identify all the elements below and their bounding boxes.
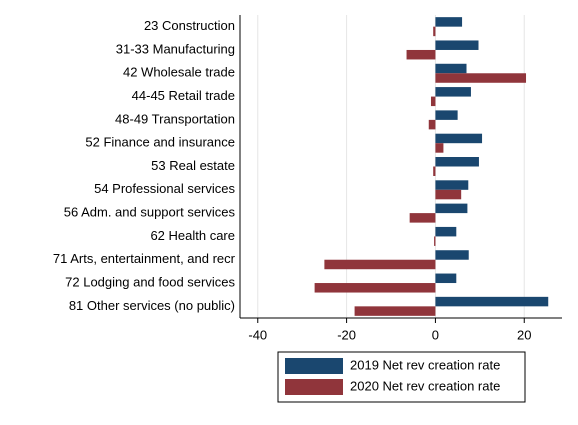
y-tick-label: 53 Real estate [151, 158, 235, 173]
y-tick-label: 54 Professional services [94, 181, 235, 196]
bar [435, 40, 479, 50]
bar [435, 63, 467, 74]
bar [435, 157, 479, 167]
bar [435, 110, 458, 120]
bar [314, 283, 436, 293]
x-tick-label: 0 [432, 327, 439, 342]
bar [354, 306, 436, 316]
bar [428, 119, 436, 130]
x-tick-label: 20 [517, 327, 531, 342]
legend-label: 2019 Net rev creation rate [350, 357, 500, 372]
x-tick-label: -20 [337, 327, 356, 342]
legend-swatch [285, 379, 343, 395]
bar [433, 166, 436, 176]
y-tick-label: 71 Arts, entertainment, and recr [53, 251, 236, 266]
bar [435, 17, 463, 27]
bar [435, 133, 483, 144]
y-tick-label: 62 Health care [150, 228, 235, 243]
bar [406, 49, 436, 60]
bar [435, 226, 457, 237]
y-tick-label: 44-45 Retail trade [132, 88, 235, 103]
y-tick-label: 52 Finance and insurance [85, 135, 235, 150]
y-tick-label: 23 Construction [144, 18, 235, 33]
bar [324, 259, 436, 270]
bar [435, 273, 457, 284]
bar [435, 250, 469, 260]
y-tick-label: 81 Other services (no public) [69, 298, 235, 313]
bar [435, 143, 444, 153]
y-tick-label: 42 Wholesale trade [123, 65, 235, 80]
legend-label: 2020 Net rev creation rate [350, 378, 500, 393]
legend-swatch [285, 358, 343, 374]
bar [435, 73, 527, 83]
y-tick-label: 56 Adm. and support services [64, 205, 236, 220]
bar [434, 236, 436, 246]
y-tick-label: 31-33 Manufacturing [116, 41, 235, 56]
bar [435, 203, 468, 214]
bar [435, 180, 469, 190]
bar [433, 26, 436, 37]
y-tick-label: 72 Lodging and food services [65, 274, 235, 289]
bar [430, 96, 436, 107]
bar [435, 296, 549, 307]
x-tick-label: -40 [248, 327, 267, 342]
bar [435, 87, 471, 97]
bar [409, 213, 436, 223]
y-tick-label: 48-49 Transportation [115, 111, 235, 126]
bar [435, 189, 462, 200]
